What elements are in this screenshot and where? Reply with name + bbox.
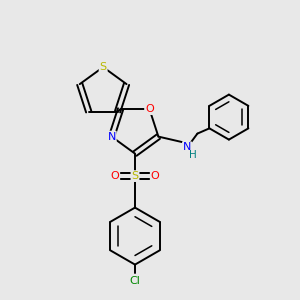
Text: N: N	[183, 142, 191, 152]
Text: S: S	[131, 171, 139, 181]
Text: N: N	[107, 132, 116, 142]
Text: Cl: Cl	[130, 276, 140, 286]
Text: H: H	[189, 150, 197, 160]
Text: S: S	[100, 62, 107, 72]
Text: O: O	[151, 171, 160, 181]
Text: O: O	[110, 171, 119, 181]
Text: O: O	[145, 104, 154, 114]
